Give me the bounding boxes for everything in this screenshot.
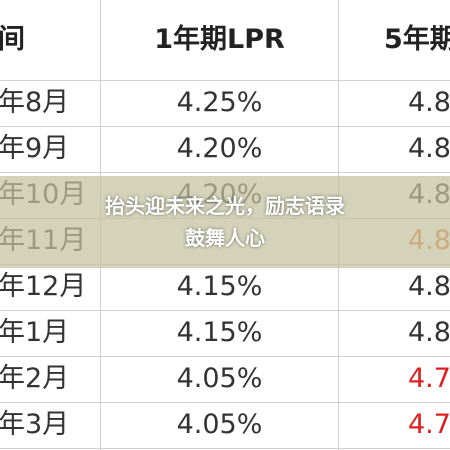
row-border <box>0 356 450 357</box>
row-border <box>0 402 450 403</box>
lpr5-cell: 4.8 <box>408 271 450 302</box>
lpr1-cell: 4.15% <box>176 271 263 302</box>
row-label: 年1月 <box>0 317 70 348</box>
lpr5-cell: 4.7 <box>408 363 450 394</box>
banner-line: 抬头迎未来之光，励志语录 <box>105 194 345 218</box>
row-border <box>0 80 450 81</box>
lpr1-cell: 4.15% <box>176 317 263 348</box>
header-cell: 间 <box>0 24 25 55</box>
row-label: 年12月 <box>0 271 87 302</box>
row-label: 年3月 <box>0 409 70 440</box>
lpr5-cell: 4.8 <box>408 317 450 348</box>
header-cell: 1年期LPR <box>154 24 285 55</box>
header-cell: 5年期 <box>384 24 450 55</box>
lpr1-cell: 4.05% <box>176 363 263 394</box>
row-label: 年9月 <box>0 133 70 164</box>
overlay-banner: 抬头迎未来之光，励志语录 鼓舞人心 <box>0 176 450 268</box>
row-border <box>0 448 450 449</box>
row-label: 年2月 <box>0 363 70 394</box>
lpr5-cell: 4.7 <box>408 409 450 440</box>
row-border <box>0 310 450 311</box>
row-border <box>0 172 450 173</box>
lpr5-cell: 4.8 <box>408 133 450 164</box>
row-label: 年8月 <box>0 87 70 118</box>
lpr5-cell: 4.8 <box>408 87 450 118</box>
lpr1-cell: 4.25% <box>176 87 263 118</box>
lpr1-cell: 4.05% <box>176 409 263 440</box>
banner-line: 鼓舞人心 <box>185 226 265 250</box>
lpr1-cell: 4.20% <box>176 133 263 164</box>
row-border <box>0 126 450 127</box>
